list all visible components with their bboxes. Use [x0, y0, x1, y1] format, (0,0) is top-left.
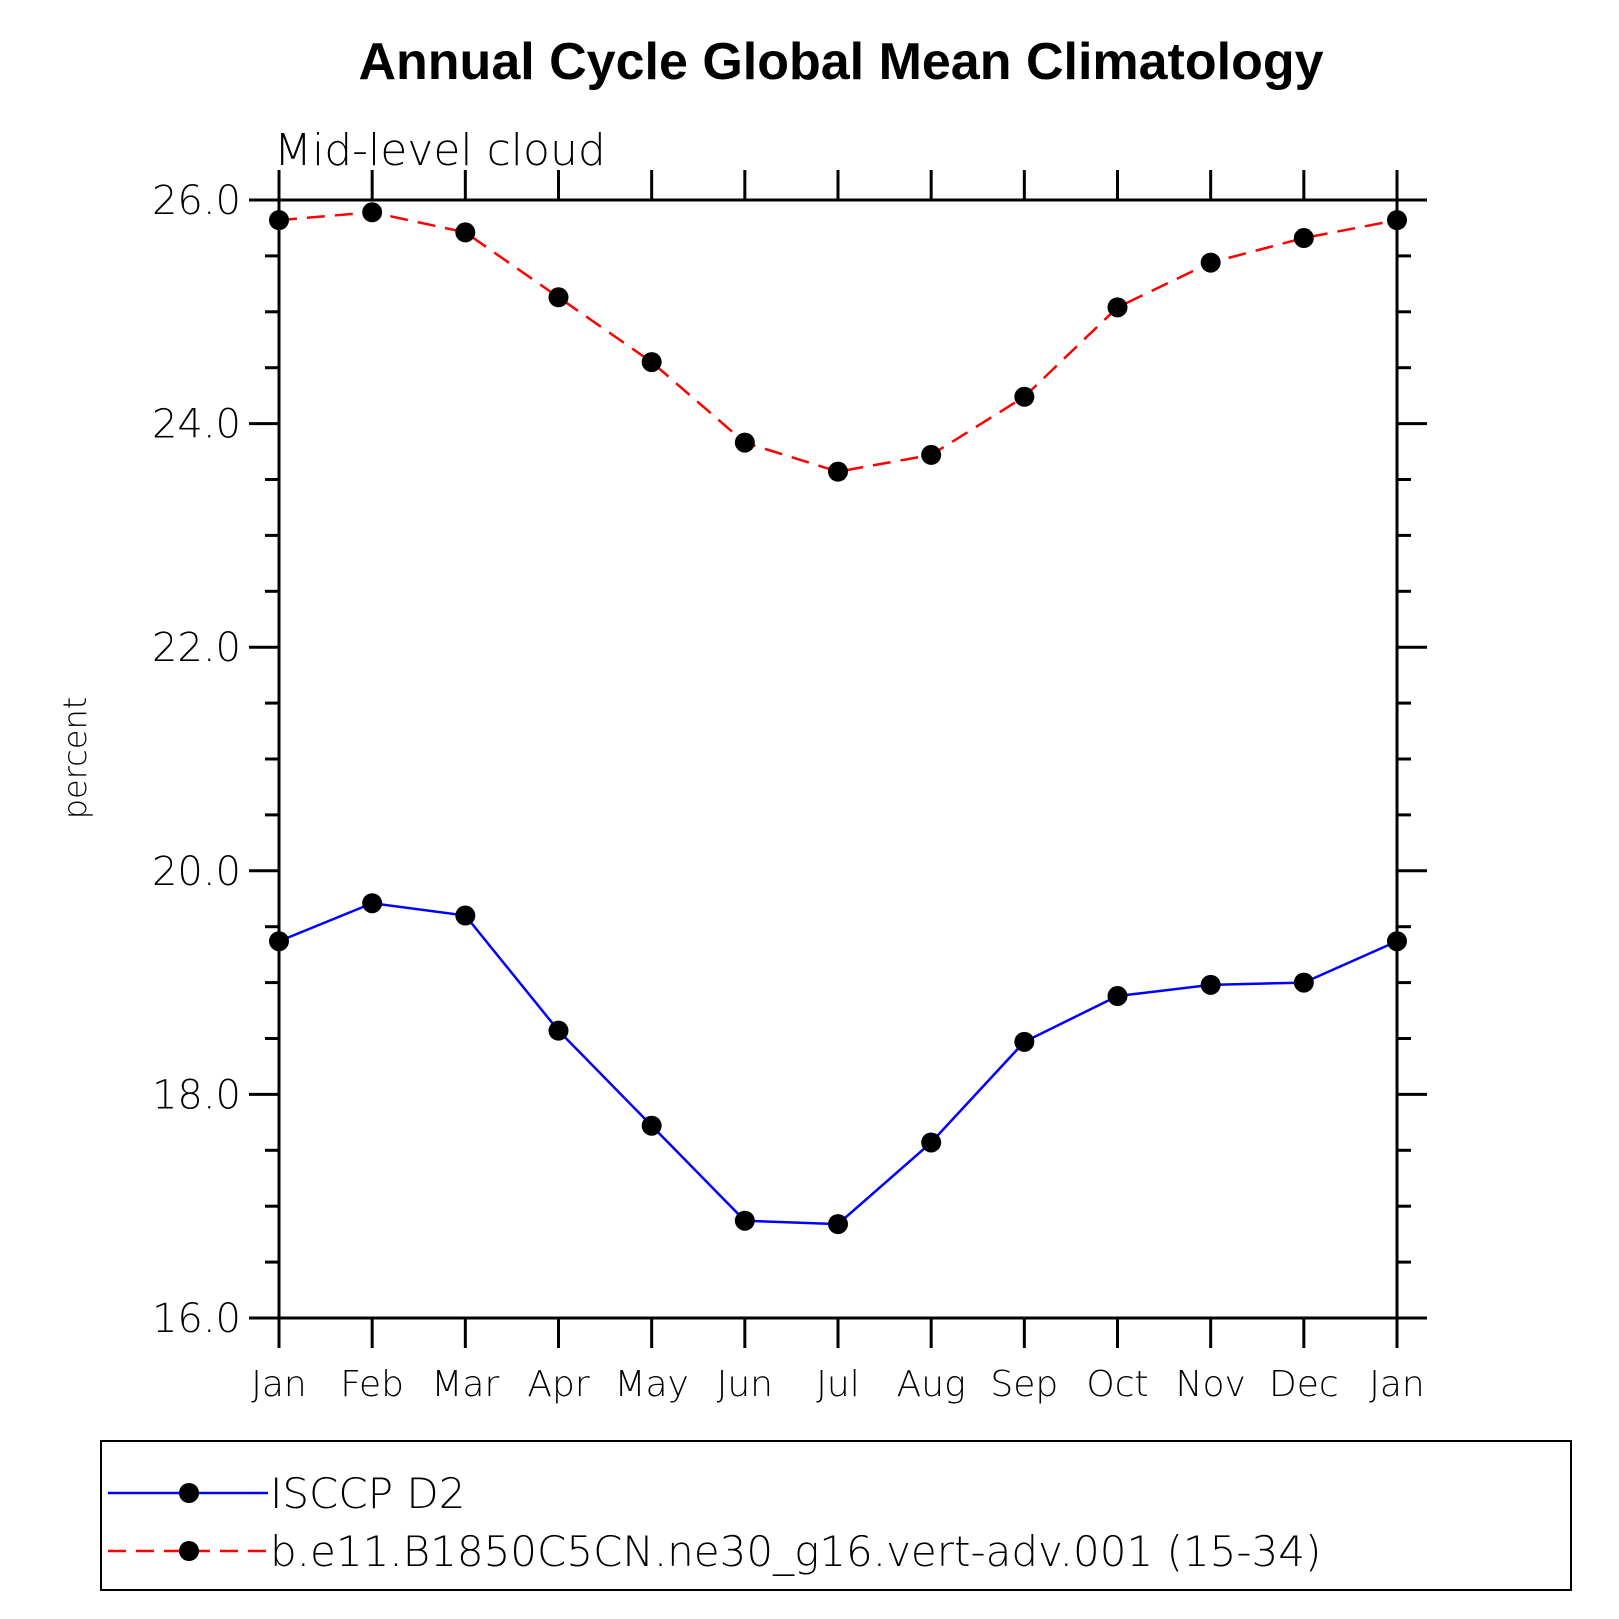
data-point [1200, 974, 1221, 995]
data-point [1387, 210, 1407, 231]
x-axis: Jan Feb Mar Apr May Jun Jul Aug Sep Oct Nov Dec Jan [251, 170, 1425, 1405]
legend-label-1: ISCCP D2 [270, 1469, 465, 1518]
legend-marker [179, 1541, 199, 1561]
y-axis-label: percent [56, 697, 94, 820]
y-tick-label: 22.0 [152, 625, 241, 671]
data-point [455, 905, 476, 926]
x-tick-label: Dec [1269, 1364, 1339, 1405]
plot-area [277, 198, 1399, 1320]
x-tick-label: Mar [431, 1364, 499, 1405]
y-tick-label: 20.0 [152, 849, 241, 895]
x-tick-label: Jan [251, 1364, 307, 1405]
y-tick-label: 16.0 [152, 1296, 241, 1342]
series-line-1 [278, 901, 1398, 1226]
x-tick-label: Oct [1086, 1364, 1148, 1405]
x-tick-label: Nov [1176, 1364, 1246, 1405]
legend-box [100, 1440, 1572, 1591]
data-point [1293, 228, 1314, 249]
chart-title: Annual Cycle Global Mean Climatology [358, 33, 1323, 91]
legend-marker [179, 1483, 199, 1503]
x-tick-label: Sep [990, 1364, 1058, 1405]
data-point [1200, 252, 1221, 273]
y-tick-label: 26.0 [152, 178, 241, 224]
data-point [548, 287, 569, 308]
data-point [1107, 297, 1128, 318]
data-point [1014, 1031, 1035, 1052]
plot-frame [277, 198, 1399, 1320]
data-point [362, 202, 383, 223]
chart-subtitle: Mid-level cloud [274, 125, 606, 176]
series-line-2 [278, 211, 1398, 473]
x-tick-label: May [614, 1364, 688, 1405]
data-point [1387, 931, 1407, 952]
x-tick-label: Aug [897, 1364, 966, 1405]
y-tick-label: 24.0 [152, 402, 241, 448]
data-point [641, 1115, 662, 1136]
y-tick-label: 18.0 [152, 1072, 241, 1118]
x-tick-label: Jun [717, 1364, 773, 1405]
data-point [362, 893, 383, 914]
data-point [269, 931, 289, 952]
data-point [1293, 972, 1314, 993]
data-point [828, 461, 848, 482]
data-point [734, 432, 755, 453]
x-tick-label: Jul [816, 1364, 859, 1405]
data-point [921, 1132, 942, 1153]
x-tick-label: Jan [1369, 1364, 1425, 1405]
data-point [828, 1214, 848, 1235]
x-tick-label: Feb [340, 1364, 404, 1405]
data-point [1014, 386, 1035, 407]
legend: ISCCP D2 b.e11.B1850C5CN.ne30_g16.vert-ad… [100, 1440, 1572, 1591]
y-axis: 16.0 18.0 20.0 22.0 24.0 26.0 [152, 178, 1427, 1342]
data-point [269, 210, 289, 231]
data-point [1107, 986, 1128, 1007]
legend-label-2: b.e11.B1850C5CN.ne30_g16.vert-adv.001 (1… [270, 1527, 1321, 1576]
series-layer [269, 202, 1407, 1235]
data-point [548, 1020, 569, 1041]
data-point [455, 222, 476, 243]
data-point [641, 352, 662, 373]
x-tick-label: Apr [527, 1364, 589, 1405]
data-point [921, 444, 942, 465]
data-point [734, 1210, 755, 1231]
